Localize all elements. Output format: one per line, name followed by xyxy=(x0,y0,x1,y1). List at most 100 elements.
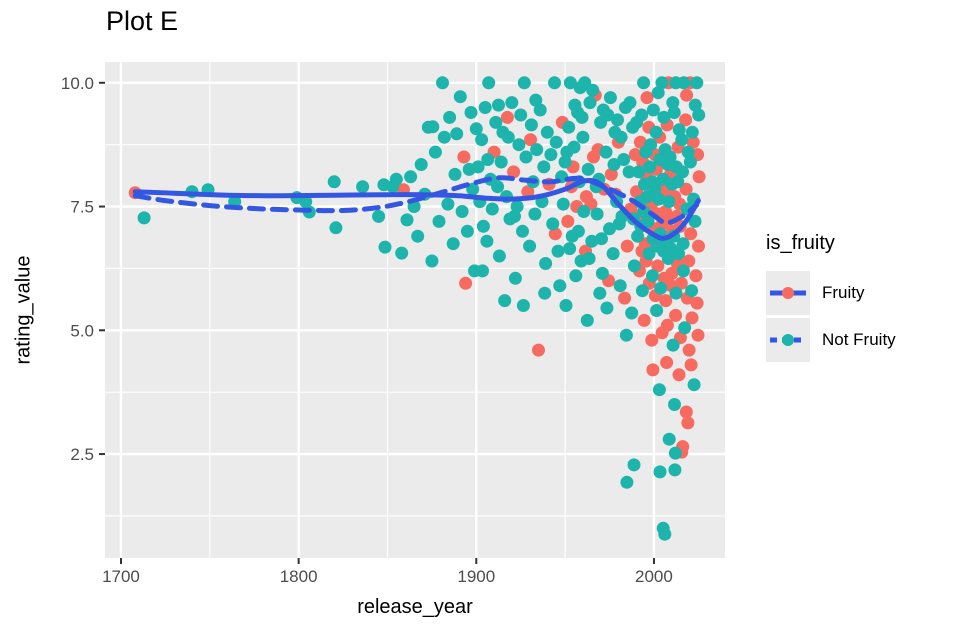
legend-key-not-fruity-icon xyxy=(766,318,810,362)
data-point-not-fruity xyxy=(441,197,455,211)
legend: is_fruity Fruity Not Fruity xyxy=(766,232,896,365)
data-point-not-fruity xyxy=(692,108,706,122)
data-point-fruity xyxy=(681,416,695,430)
data-point-fruity xyxy=(692,239,705,253)
data-point-not-fruity xyxy=(595,232,608,246)
data-point-not-fruity xyxy=(654,281,668,295)
data-point-not-fruity xyxy=(646,269,659,283)
data-point-not-fruity xyxy=(508,271,522,285)
data-point-not-fruity xyxy=(637,76,651,90)
data-point-not-fruity xyxy=(498,294,512,308)
data-point-not-fruity xyxy=(619,328,633,342)
data-point-fruity xyxy=(507,165,521,179)
data-point-not-fruity xyxy=(622,165,636,179)
data-point-not-fruity xyxy=(137,211,151,225)
data-point-not-fruity xyxy=(549,135,563,149)
data-point-not-fruity xyxy=(481,153,495,166)
legend-title: is_fruity xyxy=(766,232,835,254)
data-point-not-fruity xyxy=(404,170,418,184)
data-point-fruity xyxy=(691,328,705,342)
data-point-not-fruity xyxy=(516,224,529,238)
data-point-fruity xyxy=(459,276,473,290)
data-point-fruity xyxy=(684,358,698,372)
smooth-line-not-fruity xyxy=(132,175,700,226)
data-point-not-fruity xyxy=(476,219,490,233)
data-point-not-fruity xyxy=(517,76,531,90)
data-point-not-fruity xyxy=(563,242,577,256)
data-point-not-fruity xyxy=(611,113,624,127)
data-point-not-fruity xyxy=(508,209,521,223)
data-point-not-fruity xyxy=(505,96,519,110)
data-point-not-fruity xyxy=(580,313,594,327)
data-point-fruity xyxy=(672,368,686,382)
data-point-not-fruity xyxy=(475,133,489,147)
data-point-fruity xyxy=(692,170,706,184)
data-point-not-fruity xyxy=(378,240,392,254)
data-point-not-fruity xyxy=(668,463,682,477)
chart-title: Plot E xyxy=(106,6,179,36)
data-point-not-fruity xyxy=(617,153,631,166)
data-point-fruity xyxy=(618,291,632,305)
data-point-not-fruity xyxy=(448,167,462,181)
data-point-not-fruity xyxy=(432,214,446,228)
data-point-not-fruity xyxy=(595,266,609,280)
data-point-fruity xyxy=(679,182,693,196)
data-point-not-fruity xyxy=(436,76,449,90)
data-point-not-fruity xyxy=(524,118,538,132)
data-point-fruity xyxy=(690,296,704,310)
data-point-not-fruity xyxy=(428,145,442,159)
data-point-not-fruity xyxy=(676,237,690,251)
data-point-not-fruity xyxy=(683,155,697,169)
data-point-not-fruity xyxy=(661,252,675,265)
data-point-not-fruity xyxy=(652,383,666,397)
data-point-not-fruity xyxy=(690,76,704,90)
data-point-not-fruity xyxy=(576,130,590,144)
data-point-not-fruity xyxy=(539,257,553,270)
data-point-not-fruity xyxy=(590,207,604,221)
data-point-not-fruity xyxy=(563,76,577,90)
data-point-not-fruity xyxy=(613,279,627,293)
data-point-not-fruity xyxy=(631,229,645,243)
data-point-not-fruity xyxy=(516,299,530,312)
data-point-not-fruity xyxy=(669,286,683,300)
data-point-not-fruity xyxy=(688,214,702,228)
data-point-not-fruity xyxy=(569,269,583,283)
data-point-fruity xyxy=(665,266,679,280)
data-point-not-fruity xyxy=(623,96,637,110)
data-point-not-fruity xyxy=(652,192,666,206)
data-point-not-fruity xyxy=(601,108,615,122)
data-point-not-fruity xyxy=(620,475,634,489)
data-point-not-fruity xyxy=(603,222,616,236)
data-point-not-fruity xyxy=(655,76,669,90)
data-point-not-fruity xyxy=(489,115,503,129)
data-point-not-fruity xyxy=(478,101,492,114)
data-point-not-fruity xyxy=(651,86,665,100)
data-point-not-fruity xyxy=(581,162,595,176)
data-point-not-fruity xyxy=(586,83,600,97)
data-point-fruity xyxy=(620,239,634,253)
data-point-not-fruity xyxy=(641,214,655,228)
data-point-not-fruity xyxy=(571,224,585,238)
data-point-fruity xyxy=(500,110,514,124)
data-point-not-fruity xyxy=(567,140,581,154)
data-point-not-fruity xyxy=(653,465,667,479)
data-point-not-fruity xyxy=(668,398,681,411)
data-point-not-fruity xyxy=(671,175,685,189)
legend-key-fruity-icon xyxy=(766,271,810,315)
data-point-not-fruity xyxy=(437,130,451,144)
data-point-not-fruity xyxy=(519,150,533,164)
data-point-not-fruity xyxy=(643,160,657,174)
legend-label-not-fruity: Not Fruity xyxy=(822,330,896,349)
data-point-fruity xyxy=(679,405,693,419)
data-point-not-fruity xyxy=(687,378,701,392)
data-point-not-fruity xyxy=(582,252,596,265)
data-point-not-fruity xyxy=(471,160,485,174)
data-point-not-fruity xyxy=(650,304,664,317)
x-tick-label: 1900 xyxy=(457,567,495,586)
x-tick-label: 1700 xyxy=(102,567,140,586)
data-point-not-fruity xyxy=(662,195,676,209)
data-point-not-fruity xyxy=(676,165,689,179)
data-point-not-fruity xyxy=(685,125,699,139)
data-point-not-fruity xyxy=(675,133,689,147)
